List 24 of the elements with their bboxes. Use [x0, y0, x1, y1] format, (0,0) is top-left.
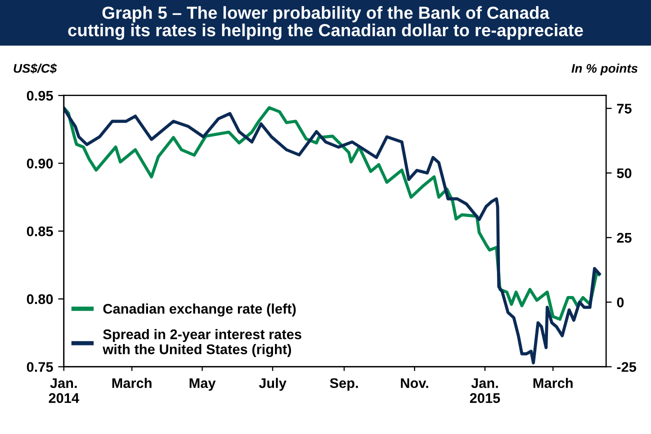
x-tick-label: Nov. [400, 378, 428, 388]
y2-axis-title: In % points [572, 64, 638, 76]
y2-tick-label: 25 [616, 232, 632, 243]
chart-title: Graph 5 – The lower probability of the Bank of Canada cutting its rates is helping the Canadian dollar to re-appreciate [68, 6, 583, 40]
y2-tick-label: 75 [617, 104, 632, 114]
x-tick-label: Sep. [330, 378, 358, 391]
y-tick-label: 0.85 [26, 226, 53, 236]
y2-tick-label: 0 [617, 297, 624, 308]
y-tick-label: 0.95 [26, 90, 53, 101]
y-tick-label: 0.75 [26, 362, 53, 372]
line-series [64, 106, 601, 364]
y2-tick-label: -25 [617, 362, 636, 372]
x-tick-label: May [190, 378, 216, 391]
x-tick-label: March [112, 378, 152, 388]
y-axis-title: US$/C$ [14, 63, 57, 74]
x-tick-label: March [533, 378, 573, 388]
x-tick-label: July [258, 378, 286, 391]
legend-label: Canadian exchange rate (left) [103, 304, 296, 317]
x-tick-label: Jan. 2014 [48, 378, 80, 404]
y-tick-label: 0.80 [26, 294, 53, 304]
y-tick-label: 0.90 [26, 158, 53, 168]
x-tick-label: Jan. 2015 [470, 378, 500, 404]
y2-tick-label: 50 [616, 168, 632, 178]
legend-label: Spread in 2-year interest rates with the United States (right) [102, 329, 302, 358]
